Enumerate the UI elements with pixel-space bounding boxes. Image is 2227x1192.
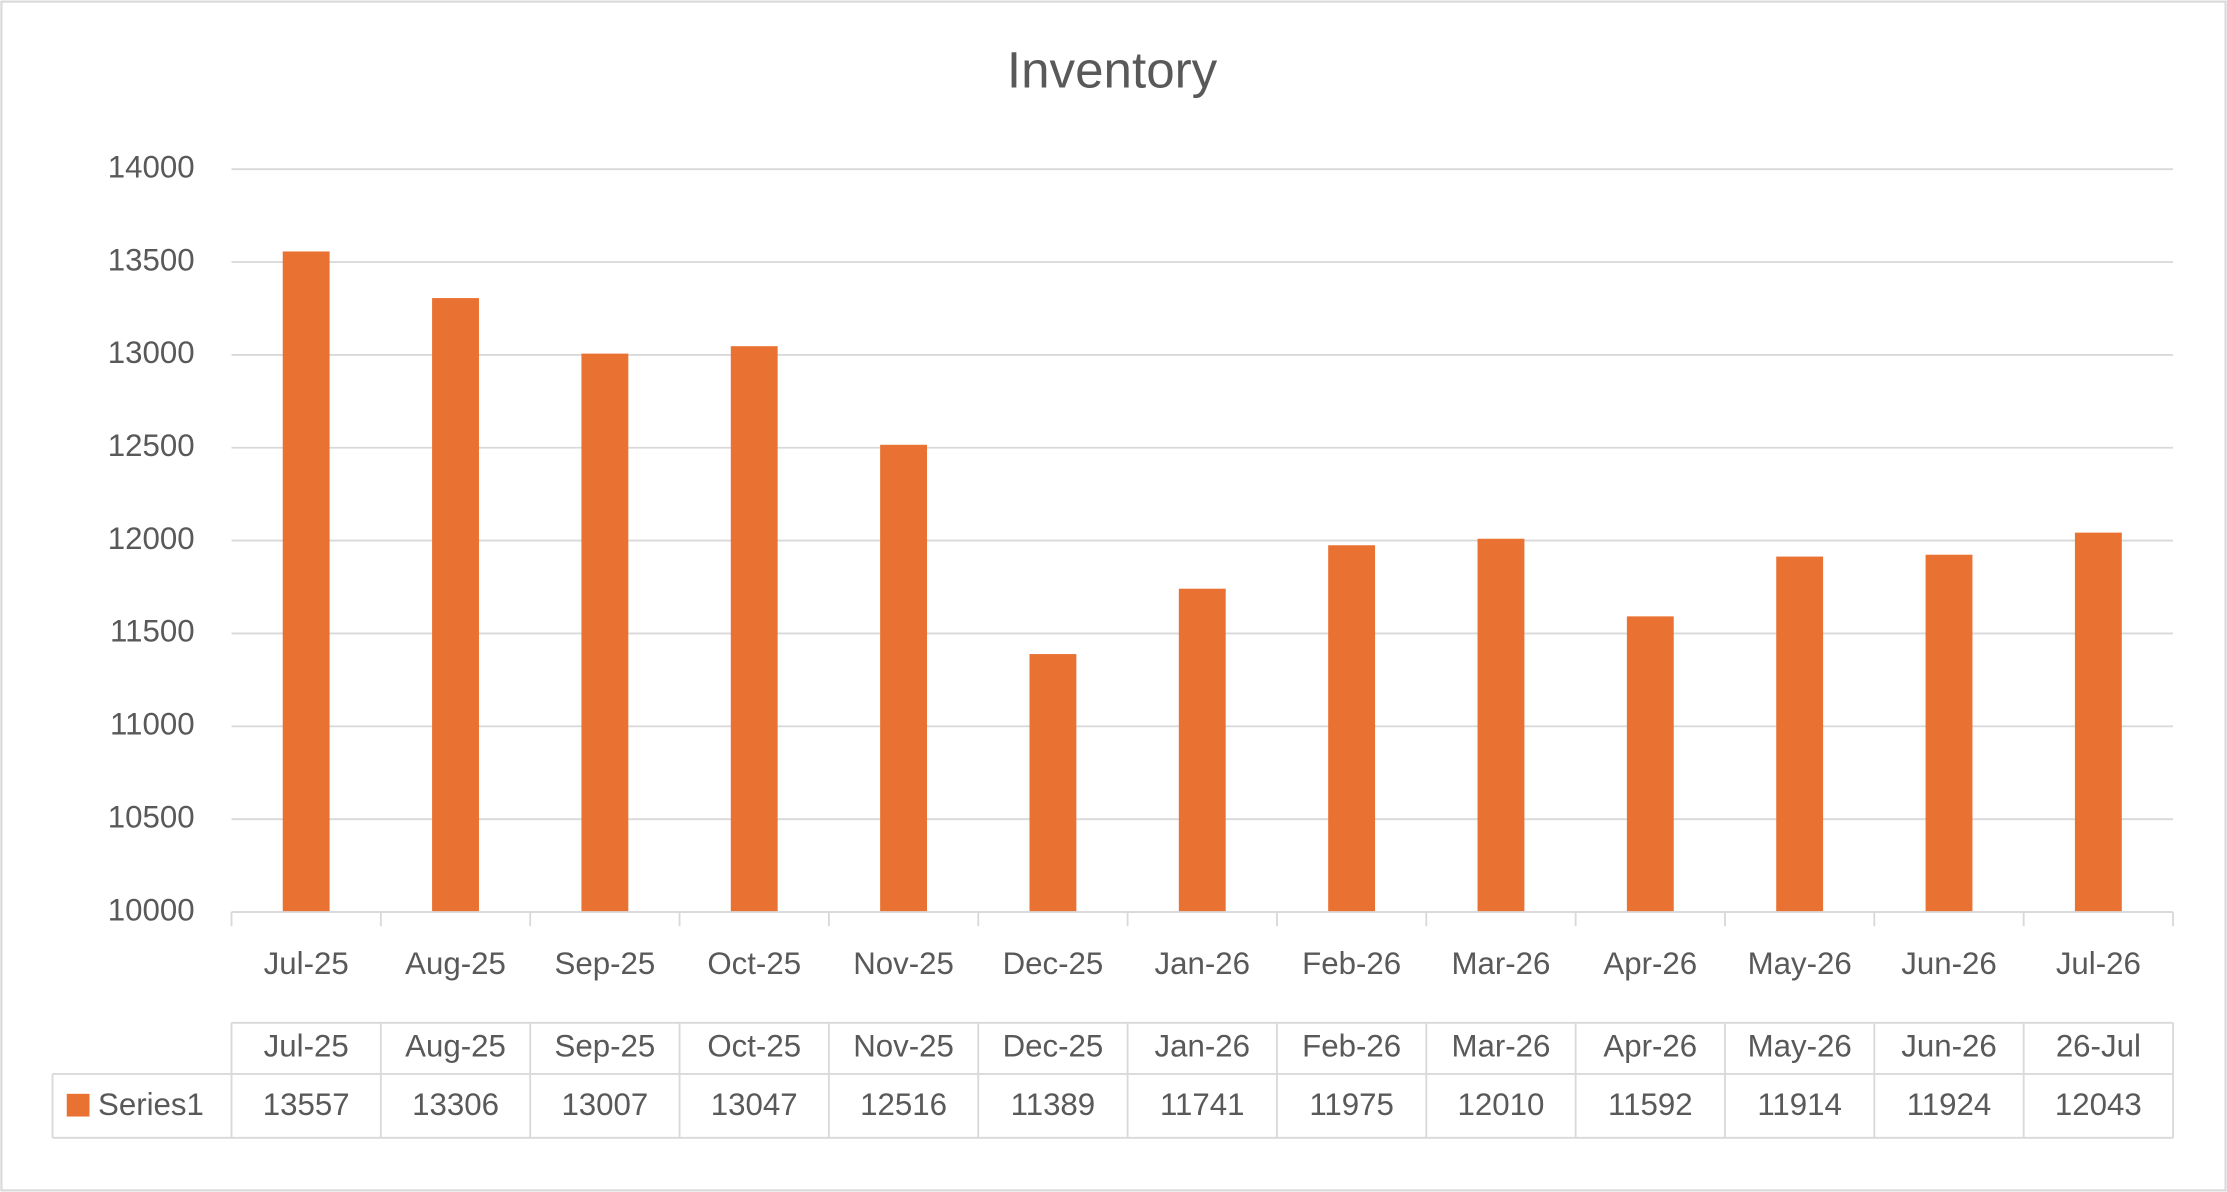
- bar: [1626, 616, 1674, 913]
- x-tick-label: Sep-25: [555, 946, 656, 981]
- x-tick-label: Nov-25: [853, 946, 954, 981]
- table-header: Jan-26: [1155, 1029, 1251, 1064]
- bar: [1029, 654, 1077, 913]
- table-value: 13557: [263, 1087, 350, 1122]
- legend-label: Series1: [98, 1087, 204, 1122]
- x-tick-label: Mar-26: [1451, 946, 1550, 981]
- table-value: 13007: [561, 1087, 648, 1122]
- table-header: Jul-25: [264, 1029, 349, 1064]
- bar: [1328, 545, 1376, 913]
- bar: [2074, 532, 2122, 913]
- table-value: 13306: [412, 1087, 499, 1122]
- y-tick-label: 10000: [108, 892, 195, 927]
- x-tick-label: Apr-26: [1603, 946, 1697, 981]
- y-tick-label: 13500: [108, 242, 195, 277]
- table-header: Mar-26: [1451, 1029, 1550, 1064]
- table-header: Apr-26: [1603, 1029, 1697, 1064]
- chart-title: Inventory: [1007, 42, 1218, 99]
- x-tick-label: Aug-25: [405, 946, 506, 981]
- table-value: 13047: [711, 1087, 798, 1122]
- table-header: Sep-25: [555, 1029, 656, 1064]
- legend-swatch: [66, 1093, 90, 1117]
- bar: [282, 251, 330, 913]
- x-tick-label: Jul-26: [2056, 946, 2141, 981]
- x-tick-label: Oct-25: [707, 946, 801, 981]
- table-header: May-26: [1748, 1029, 1852, 1064]
- bar: [730, 346, 778, 913]
- bar: [880, 444, 928, 913]
- table-value: 12010: [1458, 1087, 1545, 1122]
- table-value: 11741: [1160, 1087, 1245, 1122]
- y-tick-label: 14000: [108, 149, 195, 184]
- bar: [1925, 554, 1973, 913]
- table-header: 26-Jul: [2056, 1029, 2141, 1064]
- x-tick-label: Jul-25: [264, 946, 349, 981]
- bar: [1776, 556, 1824, 913]
- bar: [432, 298, 479, 913]
- bar: [581, 353, 629, 913]
- x-tick-label: Jan-26: [1155, 946, 1251, 981]
- y-tick-label: 12500: [108, 428, 195, 463]
- x-tick-label: May-26: [1748, 946, 1852, 981]
- table-header: Feb-26: [1302, 1029, 1401, 1064]
- bar: [1178, 588, 1226, 913]
- table-value: 11924: [1907, 1087, 1992, 1122]
- y-tick-label: 10500: [108, 799, 195, 834]
- table-header: Oct-25: [707, 1029, 801, 1064]
- table-header: Dec-25: [1003, 1029, 1104, 1064]
- x-tick-label: Dec-25: [1003, 946, 1104, 981]
- table-value: 11975: [1309, 1087, 1394, 1122]
- table-header: Jun-26: [1901, 1029, 1997, 1064]
- x-tick-label: Feb-26: [1302, 946, 1401, 981]
- table-value: 11914: [1757, 1087, 1842, 1122]
- bar: [1477, 538, 1525, 913]
- table-header: Aug-25: [405, 1029, 506, 1064]
- table-header: Nov-25: [853, 1029, 954, 1064]
- y-tick-label: 13000: [108, 335, 195, 370]
- y-tick-label: 11000: [110, 707, 195, 742]
- table-value: 11592: [1608, 1087, 1693, 1122]
- table-value: 12043: [2055, 1087, 2142, 1122]
- x-tick-label: Jun-26: [1901, 946, 1997, 981]
- table-value: 11389: [1011, 1087, 1096, 1122]
- table-value: 12516: [860, 1087, 947, 1122]
- y-tick-label: 11500: [110, 614, 195, 649]
- y-tick-label: 12000: [108, 521, 195, 556]
